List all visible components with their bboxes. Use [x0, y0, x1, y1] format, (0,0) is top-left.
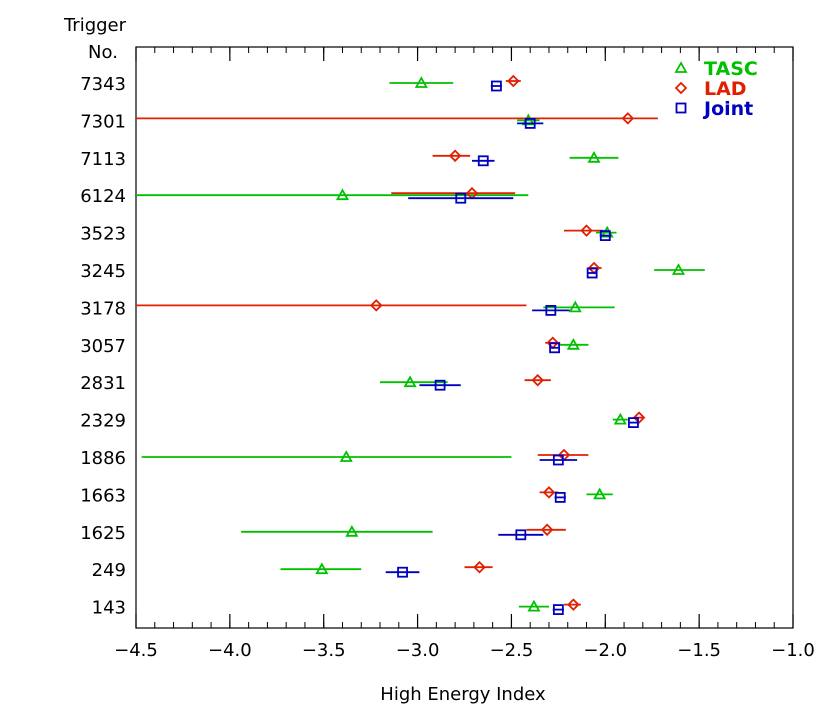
data-point-joint	[554, 491, 566, 503]
data-point-joint	[549, 342, 561, 354]
y-category-label: 2329	[80, 411, 126, 432]
y-axis-title-line-2: No.	[88, 42, 118, 63]
y-category-label: 3523	[80, 224, 126, 245]
x-tick-label: −4.0	[208, 640, 252, 661]
data-point-lad	[542, 486, 556, 499]
plot-frame	[135, 46, 794, 629]
y-category-label: 143	[92, 598, 126, 619]
data-point-tasc	[593, 487, 607, 500]
data-point-tasc	[315, 562, 329, 575]
y-category-label: 7113	[80, 149, 126, 170]
legend-label-tasc: TASC	[704, 58, 758, 80]
data-point-joint	[434, 379, 446, 391]
y-category-label: 1663	[80, 485, 126, 506]
x-tick-label: −4.5	[114, 640, 158, 661]
series-lad	[136, 80, 658, 606]
y-category-label: 2831	[80, 373, 126, 394]
x-tick-label: −3.5	[302, 640, 346, 661]
data-point-tasc	[335, 188, 350, 201]
y-category-label: 1625	[80, 523, 126, 544]
data-point-joint	[477, 155, 489, 167]
data-point-lad	[567, 598, 580, 611]
data-point-lad	[507, 74, 520, 88]
y-category-label: 7301	[80, 111, 126, 132]
data-point-lad	[531, 373, 544, 387]
data-point-joint	[397, 566, 408, 578]
data-point-lad	[473, 560, 486, 574]
data-point-joint	[545, 304, 557, 316]
legend-marker-tasc	[674, 61, 688, 73]
data-point-lad	[370, 299, 383, 312]
data-point-tasc	[566, 337, 580, 350]
x-axis-title: High Energy Index	[380, 684, 546, 705]
data-point-joint	[455, 192, 467, 204]
legend-marker-lad	[674, 81, 688, 95]
data-point-tasc	[587, 150, 601, 163]
y-category-label: 249	[92, 560, 126, 581]
data-point-tasc	[568, 300, 582, 313]
data-point-joint	[491, 80, 502, 92]
data-point-tasc	[339, 450, 353, 462]
series-joint	[385, 85, 638, 611]
data-point-joint	[552, 604, 564, 615]
x-tick-label: −3.0	[396, 640, 440, 661]
legend-marker-joint	[675, 102, 687, 114]
data-point-lad	[580, 224, 593, 237]
y-category-label: 7343	[80, 74, 126, 95]
data-point-tasc	[613, 412, 627, 425]
series-tasc	[136, 82, 705, 608]
data-point-joint	[524, 118, 536, 129]
x-tick-label: −2.0	[583, 640, 627, 661]
x-tick-label: −1.5	[677, 640, 721, 661]
legend-label-lad: LAD	[704, 78, 747, 100]
data-point-joint	[586, 267, 598, 279]
data-point-lad	[632, 411, 646, 424]
data-point-tasc	[527, 599, 541, 612]
y-category-label: 3245	[80, 261, 126, 282]
x-tick-label: −1.0	[771, 640, 815, 661]
plot-area: −4.5 −4.0 −3.5 −3.0 −2.5 −2.0 −1.5 −1.0 7343 7301…	[80, 46, 815, 661]
y-category-label: 6124	[80, 186, 126, 207]
data-point-joint	[552, 454, 564, 466]
y-category-label: 3057	[80, 336, 126, 357]
data-point-joint	[599, 230, 611, 242]
data-point-lad	[621, 112, 635, 125]
y-axis-title-line-1: Trigger	[63, 15, 127, 36]
x-tick-label: −2.5	[490, 640, 534, 661]
data-point-tasc	[671, 263, 686, 275]
data-point-tasc	[345, 524, 359, 537]
data-point-lad	[540, 523, 554, 537]
y-category-label: 3178	[80, 298, 126, 319]
data-point-joint	[628, 417, 639, 429]
data-point-tasc	[414, 76, 428, 88]
y-category-label: 1886	[80, 448, 126, 469]
legend-label-joint: Joint	[702, 98, 753, 120]
data-point-lad	[448, 149, 462, 163]
data-point-joint	[515, 529, 527, 541]
data-point-tasc	[403, 375, 417, 388]
